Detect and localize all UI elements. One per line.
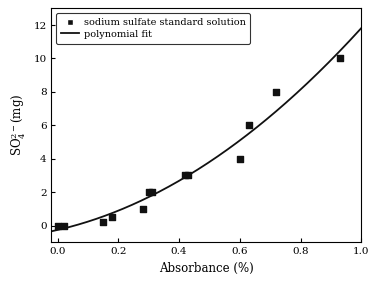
Point — [246, 123, 252, 128]
Point — [337, 56, 343, 61]
Y-axis label: SO$_4^{2-}$(mg): SO$_4^{2-}$(mg) — [8, 94, 28, 156]
Point — [139, 207, 146, 211]
X-axis label: Absorbance (%): Absorbance (%) — [159, 262, 254, 275]
Legend: sodium sulfate standard solution, polynomial fit: sodium sulfate standard solution, polyno… — [56, 13, 250, 44]
Point — [100, 220, 106, 224]
Point — [146, 190, 152, 194]
Point — [185, 173, 191, 178]
Point — [273, 90, 279, 94]
Point — [109, 215, 115, 219]
Point — [237, 156, 243, 161]
Point — [60, 223, 67, 228]
Point — [54, 223, 60, 228]
Point — [182, 173, 188, 178]
Point — [149, 190, 155, 194]
